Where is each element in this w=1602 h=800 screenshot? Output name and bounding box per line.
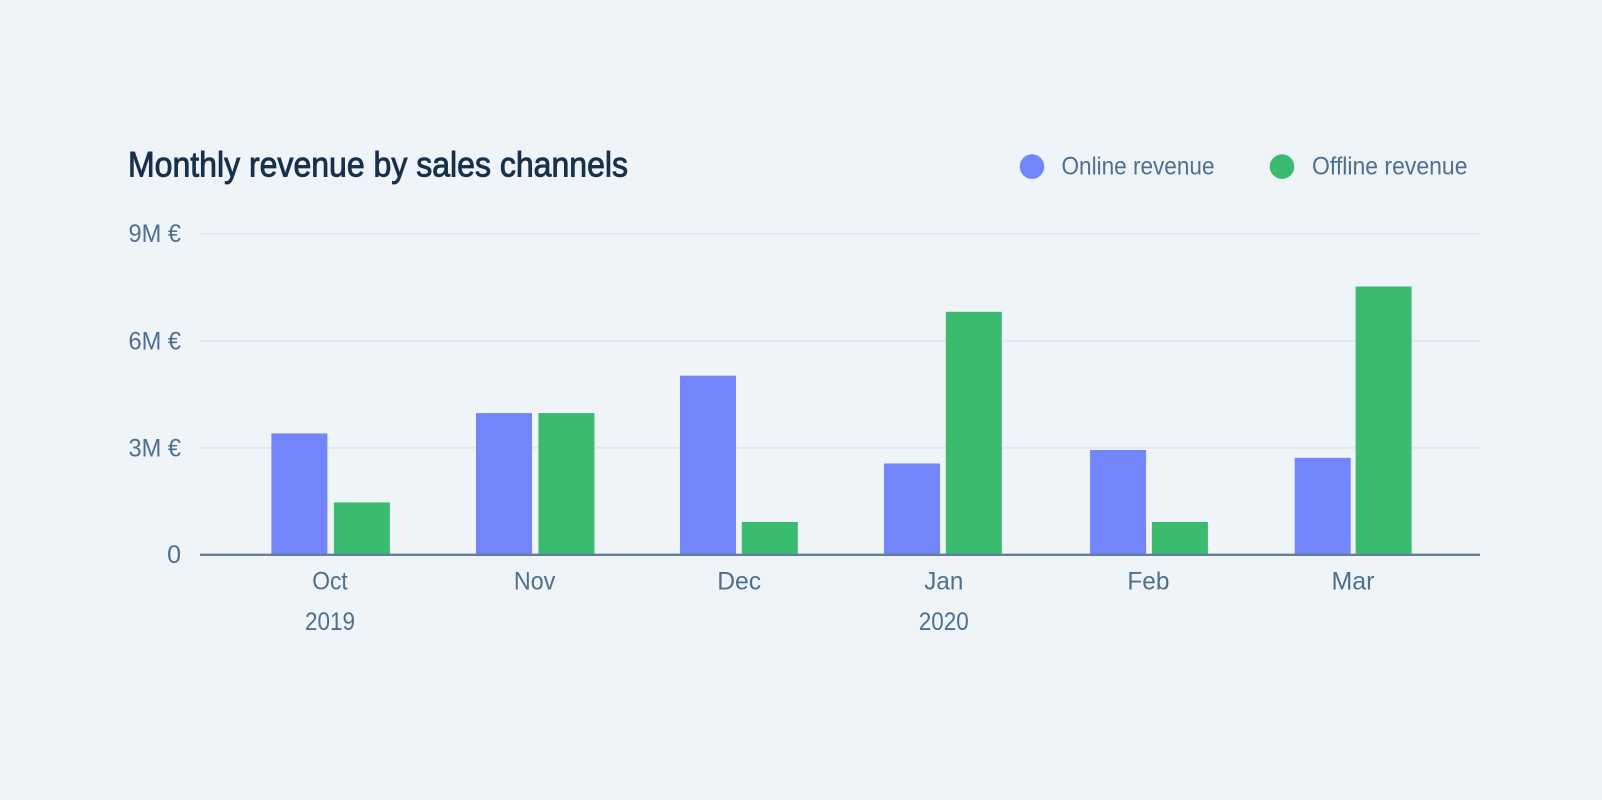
svg-text:0: 0: [167, 541, 181, 569]
svg-text:Nov: Nov: [514, 568, 556, 596]
svg-text:Online revenue: Online revenue: [1062, 153, 1215, 181]
svg-text:Offline revenue: Offline revenue: [1312, 153, 1468, 181]
svg-text:Jan: Jan: [924, 568, 963, 596]
svg-text:Monthly revenue by sales chann: Monthly revenue by sales channels: [128, 146, 628, 185]
svg-text:3M €: 3M €: [129, 434, 182, 462]
svg-text:6M €: 6M €: [129, 327, 182, 355]
svg-text:Oct: Oct: [312, 568, 348, 596]
svg-text:9M €: 9M €: [129, 220, 182, 248]
svg-text:2019: 2019: [305, 608, 355, 636]
svg-text:Mar: Mar: [1332, 568, 1375, 596]
svg-text:2020: 2020: [919, 608, 969, 636]
svg-text:Dec: Dec: [717, 568, 761, 596]
svg-text:Feb: Feb: [1127, 568, 1169, 596]
